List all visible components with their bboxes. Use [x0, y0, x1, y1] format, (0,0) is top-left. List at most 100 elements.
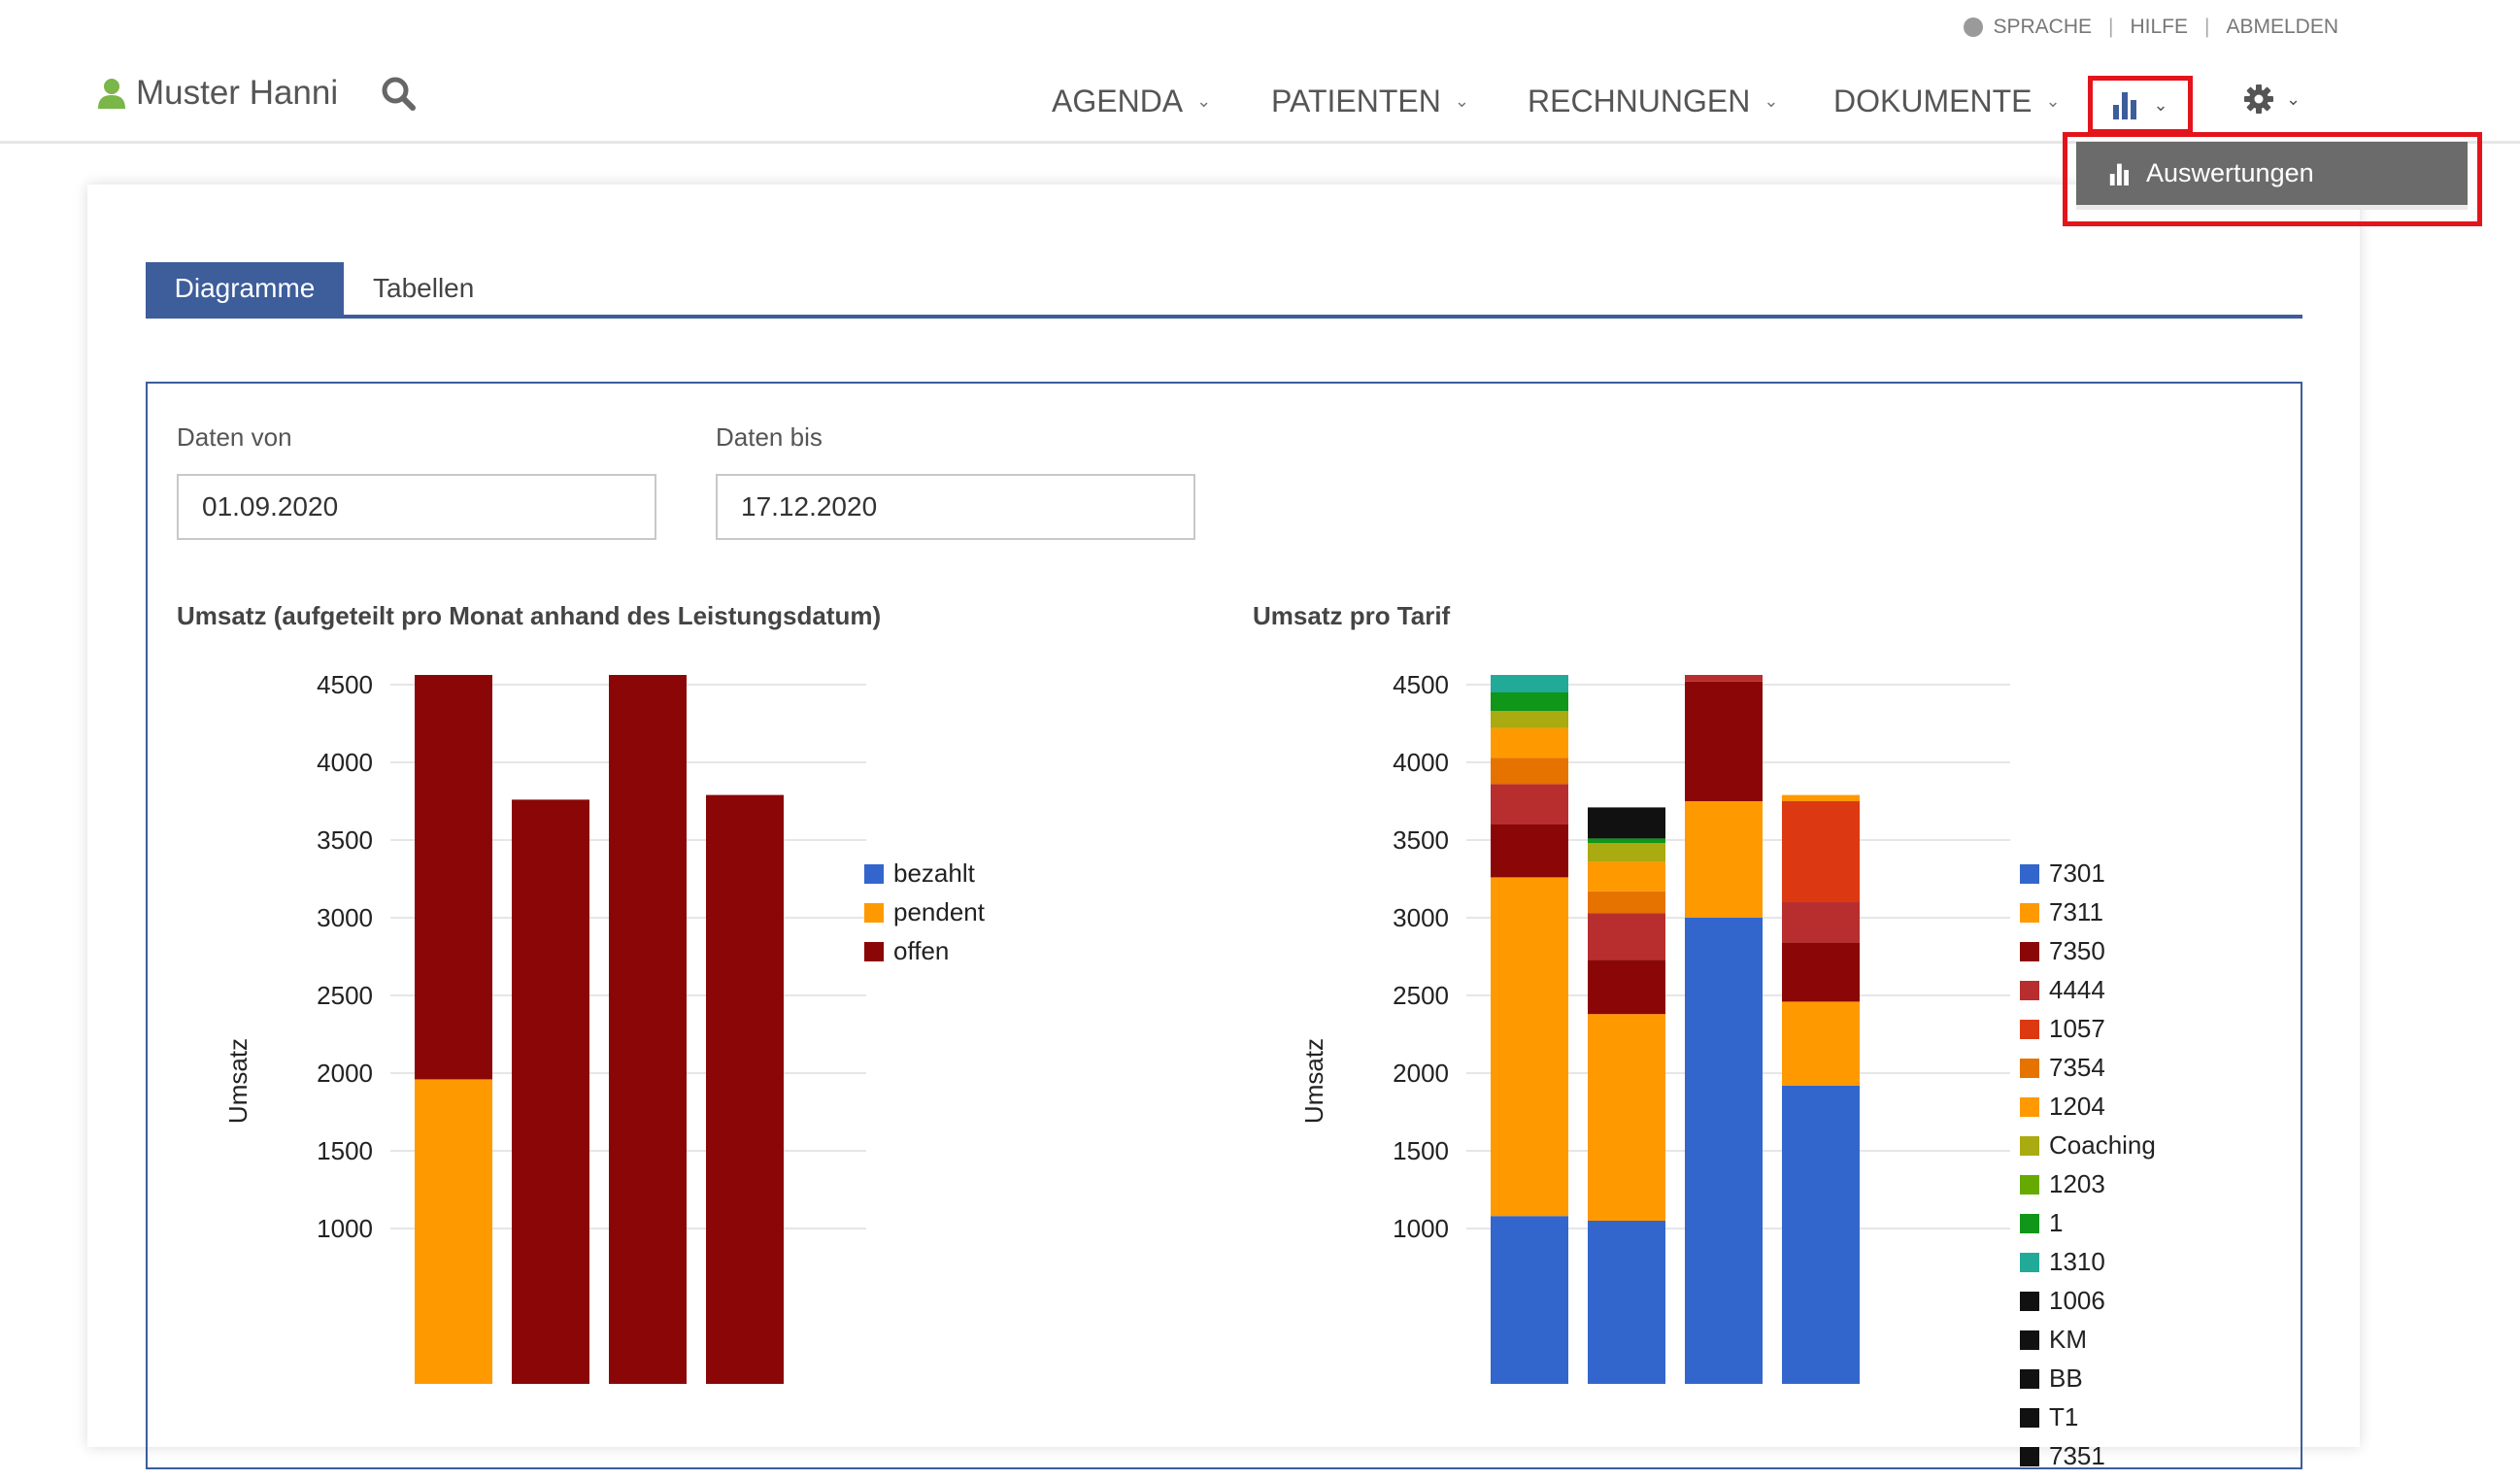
date-from-input[interactable] [177, 474, 656, 540]
logout-link[interactable]: ABMELDEN [2226, 16, 2338, 38]
bar-segment[interactable] [1588, 807, 1665, 817]
bar-segment[interactable] [1491, 784, 1568, 825]
legend-swatch [2020, 1292, 2039, 1311]
legend-swatch [864, 864, 884, 884]
legend-label: 4444 [2049, 975, 2105, 1004]
legend-label: 1204 [2049, 1092, 2105, 1121]
chevron-down-icon: ⌄ [1196, 91, 1212, 111]
bar-segment[interactable] [415, 1079, 492, 1384]
bar-segment[interactable] [609, 675, 687, 1384]
bar-segment[interactable] [1588, 817, 1665, 839]
nav-agenda-label: AGENDA [1052, 84, 1184, 118]
main-card: Diagramme Tabellen Daten von Daten bis U… [87, 185, 2360, 1481]
bar-segment[interactable] [1685, 918, 1763, 1384]
legend-label: KM [2049, 1325, 2087, 1354]
legend-label: 1203 [2049, 1169, 2105, 1198]
bar-segment[interactable] [1491, 727, 1568, 758]
globe-icon [1964, 17, 1984, 37]
y-tick-label: 4000 [1393, 748, 1449, 777]
bar-segment[interactable] [1491, 825, 1568, 878]
legend-label: 1006 [2049, 1286, 2105, 1315]
legend-label: bezahlt [893, 858, 976, 888]
bar-segment[interactable] [1491, 692, 1568, 712]
bar-segment[interactable] [1491, 1216, 1568, 1384]
legend-swatch [2020, 1330, 2039, 1350]
bar-segment[interactable] [1782, 1001, 1860, 1086]
separator: | [2108, 16, 2114, 38]
nav-invoices[interactable]: RECHNUNGEN ⌄ [1528, 84, 1778, 119]
bar-segment[interactable] [1588, 891, 1665, 914]
statistics-menu-button[interactable]: ⌄ [2088, 76, 2193, 134]
legend-label: Coaching [2049, 1130, 2156, 1160]
bar-segment[interactable] [1782, 794, 1860, 801]
statistics-dropdown-item[interactable]: Auswertungen [2076, 142, 2468, 210]
bar-segment[interactable] [706, 794, 784, 1384]
y-tick-label: 2000 [1393, 1059, 1449, 1088]
tab-tables[interactable]: Tabellen [373, 273, 475, 303]
legend-swatch [864, 942, 884, 961]
bar-segment[interactable] [415, 675, 492, 1080]
y-tick-label: 1500 [1393, 1136, 1449, 1165]
nav-agenda[interactable]: AGENDA ⌄ [1052, 84, 1211, 119]
bar-segment[interactable] [1685, 681, 1763, 801]
separator: | [2204, 16, 2210, 38]
bar-segment[interactable] [1491, 877, 1568, 1217]
bar-segment[interactable] [1588, 838, 1665, 844]
diagram-panel: Daten von Daten bis Umsatz (aufgeteilt p… [146, 382, 2302, 1481]
dropdown-highlight [2063, 132, 2482, 226]
nav-patients[interactable]: PATIENTEN ⌄ [1271, 84, 1469, 119]
bar-segment[interactable] [1588, 861, 1665, 892]
legend-swatch [2020, 1175, 2039, 1195]
bar-chart-icon [2109, 163, 2129, 185]
y-tick-label: 3500 [1393, 825, 1449, 855]
bar-segment[interactable] [1588, 913, 1665, 960]
y-tick-label: 2500 [317, 981, 373, 1010]
language-link[interactable]: SPRACHE [1993, 16, 2093, 38]
bar-segment[interactable] [1782, 942, 1860, 1002]
bar-segment[interactable] [1491, 675, 1568, 692]
nav-patients-label: PATIENTEN [1271, 84, 1441, 118]
legend-swatch [2020, 903, 2039, 923]
legend-label: T1 [2049, 1402, 2078, 1431]
search-icon[interactable] [381, 76, 416, 111]
legend-label: 7301 [2049, 858, 2105, 888]
date-to-input[interactable] [716, 474, 1195, 540]
bar-segment[interactable] [1491, 711, 1568, 728]
bar-segment[interactable] [1782, 801, 1860, 902]
legend-swatch [864, 903, 884, 923]
statistics-dropdown-label: Auswertungen [2146, 158, 2314, 187]
legend-swatch [2020, 1059, 2039, 1078]
y-tick-label: 1500 [317, 1136, 373, 1165]
settings-menu-button[interactable]: ⌄ [2243, 84, 2301, 115]
legend-swatch [2020, 1369, 2039, 1389]
y-tick-label: 3000 [1393, 903, 1449, 932]
legend-swatch [2020, 1097, 2039, 1117]
y-tick-label: 2000 [317, 1059, 373, 1088]
bar-segment[interactable] [1782, 1085, 1860, 1384]
bar-segment[interactable] [1685, 801, 1763, 918]
bar-segment[interactable] [1588, 843, 1665, 862]
user-menu[interactable]: Muster Hanni [97, 74, 338, 113]
help-link[interactable]: HILFE [2130, 16, 2188, 38]
bar-segment[interactable] [1588, 959, 1665, 1015]
y-tick-label: 3000 [317, 903, 373, 932]
bar-segment[interactable] [1588, 1221, 1665, 1384]
nav-documents[interactable]: DOKUMENTE ⌄ [1833, 84, 2061, 119]
chevron-down-icon: ⌄ [1454, 91, 1469, 111]
tab-bar: Diagramme Tabellen [146, 262, 2302, 319]
top-header: SPRACHE | HILFE | ABMELDEN Muster Hanni … [0, 0, 2520, 144]
legend-label: 1310 [2049, 1247, 2105, 1276]
chart-revenue-per-month: 100015002000250030003500400045005000Umsa… [223, 675, 986, 1384]
tab-diagrams[interactable]: Diagramme [146, 262, 344, 315]
nav-documents-label: DOKUMENTE [1833, 84, 2033, 118]
chevron-down-icon: ⌄ [2286, 88, 2302, 109]
bar-segment[interactable] [1782, 902, 1860, 943]
legend-swatch [2020, 1408, 2039, 1428]
bar-segment[interactable] [512, 799, 589, 1384]
y-tick-label: 1000 [317, 1214, 373, 1243]
bar-segment[interactable] [1491, 757, 1568, 785]
legend-label: 1 [2049, 1208, 2063, 1237]
bar-segment[interactable] [1685, 675, 1763, 682]
y-tick-label: 4500 [1393, 675, 1449, 699]
bar-segment[interactable] [1588, 1014, 1665, 1221]
